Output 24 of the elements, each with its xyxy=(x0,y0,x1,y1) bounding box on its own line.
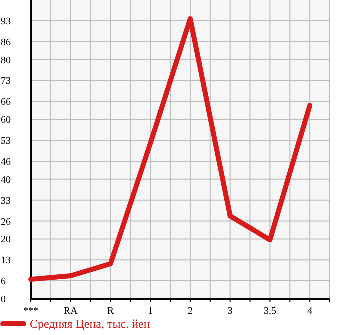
x-tick-label: 3 xyxy=(228,306,233,317)
y-tick-label: 53 xyxy=(1,136,11,148)
x-tick-label: 3,5 xyxy=(264,306,276,317)
y-tick-label: 80 xyxy=(1,55,11,66)
y-tick-label: 13 xyxy=(1,256,11,267)
y-tick-label: 33 xyxy=(1,196,11,207)
legend-label: Средняя Цена, тыс. йен xyxy=(30,317,151,331)
y-tick-label: 6 xyxy=(1,276,6,288)
x-tick-label: *** xyxy=(24,306,38,317)
x-tick-label: 4 xyxy=(308,306,313,317)
y-tick-label: 86 xyxy=(1,37,11,48)
y-tick-label: 73 xyxy=(1,76,11,88)
x-tick-label: 1 xyxy=(148,306,154,317)
y-tick-label: 46 xyxy=(1,156,11,168)
x-tick-label: R xyxy=(107,306,114,317)
x-tick-label: RA xyxy=(64,306,79,317)
y-tick-label: 26 xyxy=(1,216,11,228)
x-tick-label: 2 xyxy=(188,306,193,317)
y-tick-label: 0 xyxy=(1,294,6,306)
y-tick-label: 20 xyxy=(1,234,11,246)
y-tick-label: 66 xyxy=(1,97,11,108)
y-tick-label: 40 xyxy=(1,174,11,186)
y-tick-label: 60 xyxy=(1,115,11,126)
y-tick-label: 93 xyxy=(1,16,11,28)
